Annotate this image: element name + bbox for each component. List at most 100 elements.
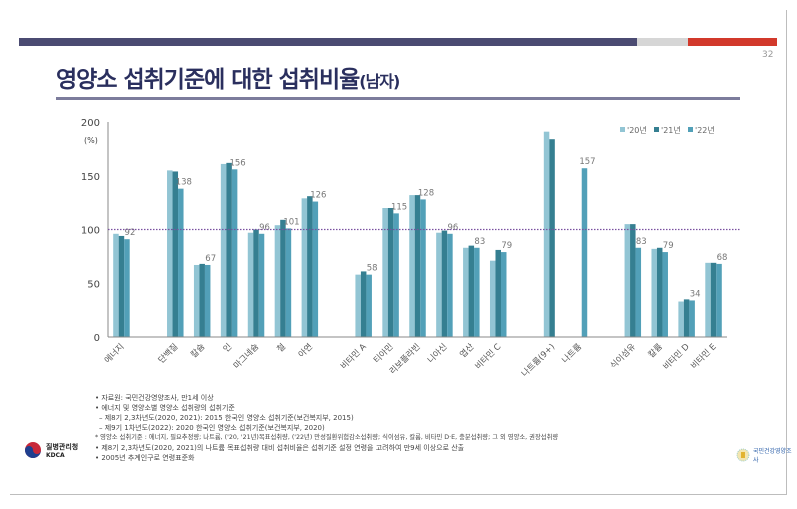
bar bbox=[204, 264, 211, 337]
x-tick-label: 아연 bbox=[296, 341, 315, 360]
data-label: 83 bbox=[474, 237, 485, 247]
data-label: 115 bbox=[391, 202, 407, 212]
bar bbox=[705, 262, 711, 337]
data-label: 68 bbox=[717, 253, 728, 263]
bar bbox=[247, 232, 254, 337]
bar bbox=[463, 247, 469, 337]
legend-swatch bbox=[654, 127, 659, 132]
kdca-en: KDCA bbox=[46, 451, 65, 459]
x-tick-label: 비타민 D bbox=[661, 341, 692, 372]
data-label: 156 bbox=[229, 158, 245, 168]
note: • 에너지 및 영양소별 영양소 섭취량의 섭취기준 bbox=[95, 404, 235, 412]
bar bbox=[124, 239, 130, 337]
y-tick-label: 50 bbox=[87, 279, 100, 290]
bar bbox=[393, 213, 399, 337]
bar bbox=[360, 271, 367, 337]
bar bbox=[409, 195, 415, 337]
bar-chart: 0 50 100 150 200 (%) 92 에너지 138 단백질 67 칼슘 156 인 96 마그네슘… bbox=[81, 118, 740, 379]
x-tick-label: 티아민 bbox=[371, 341, 395, 365]
data-label: 92 bbox=[125, 228, 136, 238]
bar bbox=[549, 139, 555, 337]
bar bbox=[710, 262, 717, 337]
bar bbox=[285, 228, 292, 337]
bar bbox=[474, 247, 480, 337]
footnotes: • 자료원: 국민건강영양조사, 만1세 이상 • 에너지 및 영양소별 영양소… bbox=[95, 393, 558, 463]
data-label: 101 bbox=[283, 217, 299, 227]
bar bbox=[447, 233, 453, 337]
legend-swatch bbox=[620, 127, 625, 132]
data-label: 138 bbox=[176, 178, 192, 188]
x-tick-label: 칼슘 bbox=[189, 342, 207, 360]
legend-swatch bbox=[688, 127, 693, 132]
bar bbox=[662, 252, 668, 337]
bar bbox=[167, 170, 173, 337]
bar bbox=[689, 300, 695, 337]
bar bbox=[581, 168, 588, 337]
data-label: 96 bbox=[259, 223, 270, 233]
y-tick-label: 100 bbox=[81, 226, 100, 237]
x-tick-label: 니아신 bbox=[425, 341, 449, 365]
bar bbox=[178, 188, 184, 337]
y-tick-label: 150 bbox=[81, 172, 100, 183]
x-tick-label: 식이섬유 bbox=[608, 341, 638, 371]
bar bbox=[113, 233, 119, 337]
bar bbox=[414, 195, 421, 337]
bar bbox=[624, 224, 631, 337]
data-label: 96 bbox=[447, 223, 458, 233]
bar bbox=[495, 249, 501, 337]
data-label: 128 bbox=[418, 188, 434, 198]
x-tick-label: 나트륨 bbox=[560, 342, 584, 366]
bar bbox=[543, 131, 550, 337]
kdca-logo: 질병관리청 KDCA bbox=[24, 441, 78, 459]
knhanes-name: 국민건강영양조사 bbox=[752, 448, 792, 464]
x-tick-label: 인 bbox=[221, 341, 234, 354]
header-bar-red bbox=[688, 38, 777, 46]
bar bbox=[301, 198, 308, 337]
bar bbox=[280, 219, 286, 337]
kdca-name: 질병관리청 bbox=[46, 442, 79, 451]
taegeuk-icon bbox=[25, 442, 41, 458]
bar bbox=[500, 252, 507, 337]
x-tick-label: 나트륨(9+) bbox=[520, 342, 557, 379]
data-label: 34 bbox=[690, 289, 701, 299]
legend-label: '21년 bbox=[661, 125, 681, 135]
bar bbox=[226, 162, 232, 337]
y-tick-label: 200 bbox=[81, 118, 100, 129]
legend-label: '20년 bbox=[627, 125, 647, 135]
knhanes-emblem-icon bbox=[736, 448, 750, 462]
x-tick-label: 비타민 C bbox=[473, 341, 504, 372]
x-tick-label: 단백질 bbox=[156, 341, 180, 365]
data-label: 58 bbox=[367, 264, 378, 274]
bar bbox=[118, 235, 125, 337]
data-label: 126 bbox=[310, 191, 326, 201]
bar bbox=[436, 232, 442, 337]
bar bbox=[312, 201, 319, 337]
bar bbox=[420, 199, 426, 337]
bar bbox=[274, 225, 281, 337]
bar bbox=[220, 163, 227, 337]
note: * 영양소 섭취기준 : 에너지, 필요추정량; 나트륨, ('20, '21년… bbox=[95, 434, 559, 441]
x-tick-label: 에너지 bbox=[102, 341, 126, 365]
knhanes-logo: 국민건강영양조사 bbox=[736, 446, 797, 464]
bar bbox=[651, 248, 657, 337]
title-underline bbox=[56, 97, 740, 100]
y-axis-label: (%) bbox=[84, 136, 98, 145]
note: – 제9기 1차년도(2022): 2020 한국인 영양소 섭취기준(보건복지… bbox=[99, 424, 325, 432]
bar bbox=[468, 245, 475, 337]
bar bbox=[489, 260, 496, 337]
x-tick-label: 비타민 E bbox=[689, 341, 719, 371]
legend-label: '22년 bbox=[695, 125, 715, 135]
data-label: 83 bbox=[636, 237, 647, 247]
bar bbox=[355, 274, 361, 337]
bar bbox=[656, 247, 663, 337]
bar bbox=[441, 230, 448, 337]
note: – 제8기 2,3차년도(2020, 2021): 2015 한국인 영양소 섭… bbox=[99, 414, 354, 422]
bar bbox=[635, 247, 642, 337]
x-tick-label: 비타민 A bbox=[338, 341, 369, 372]
header-bar-gray bbox=[637, 38, 688, 46]
bar bbox=[366, 274, 372, 337]
bar bbox=[716, 263, 722, 337]
bar bbox=[630, 224, 636, 337]
bar bbox=[172, 171, 179, 337]
title-suffix: (남자) bbox=[359, 72, 400, 91]
